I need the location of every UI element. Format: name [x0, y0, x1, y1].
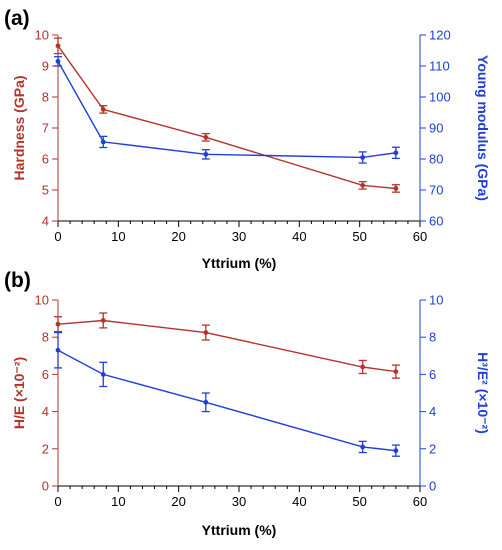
y-left-tick-label: 10: [35, 293, 49, 308]
data-point: [393, 369, 399, 375]
y-right-tick-label: 60: [429, 214, 443, 229]
x-tick-label: 0: [54, 229, 61, 244]
x-tick-label: 20: [171, 494, 185, 509]
series-right-axis: [54, 331, 400, 457]
series-right-axis: [54, 56, 400, 164]
data-point: [360, 182, 366, 188]
data-point: [203, 330, 209, 335]
data-point: [203, 151, 209, 157]
y-right-tick-label: 10: [429, 293, 443, 308]
series-line: [57, 319, 396, 373]
y-left-tick-label: 8: [42, 90, 49, 105]
x-tick-label: 30: [232, 494, 246, 509]
data-point: [100, 139, 106, 145]
x-tick-label: 40: [292, 494, 306, 509]
data-point: [203, 399, 209, 405]
x-tick-label: 20: [171, 229, 185, 244]
x-tick-label: 60: [413, 494, 427, 509]
series-line: [57, 61, 396, 159]
data-point: [55, 347, 61, 353]
y-left-tick-label: 8: [42, 330, 49, 345]
data-point: [55, 321, 61, 327]
x-axis-title: Yttrium (%): [202, 522, 277, 538]
y-left-tick-label: 6: [42, 152, 49, 167]
y-right-tick-label: 90: [429, 121, 443, 136]
data-point: [360, 444, 366, 450]
y-right-tick-label: 8: [429, 330, 436, 345]
y-right-tick-label: 6: [429, 367, 436, 382]
y-right-tick-label: 80: [429, 152, 443, 167]
x-tick-label: 50: [352, 229, 366, 244]
y-right-tick-label: 110: [429, 59, 450, 74]
data-point: [360, 155, 366, 160]
y-right-tick-label: 120: [429, 28, 451, 43]
series-left-axis: [54, 312, 400, 379]
panel-label: (b): [4, 269, 31, 292]
series-line: [57, 45, 396, 190]
y-left-tick-label: 9: [42, 59, 49, 74]
y-right-axis-title: H³/E² (×10⁻²): [475, 352, 491, 434]
y-right-tick-label: 100: [429, 90, 451, 105]
x-axis-title: Yttrium (%): [202, 255, 277, 271]
data-point: [393, 448, 399, 454]
data-point: [100, 372, 106, 377]
y-left-axis-title: Hardness (GPa): [11, 75, 27, 180]
y-left-tick-label: 4: [42, 214, 49, 229]
x-tick-label: 30: [232, 229, 246, 244]
data-point: [203, 134, 209, 140]
y-left-tick-label: 4: [42, 404, 49, 419]
data-point: [100, 107, 106, 112]
y-left-tick-label: 6: [42, 367, 49, 382]
y-right-tick-label: 4: [429, 404, 436, 419]
y-right-tick-label: 70: [429, 183, 443, 198]
y-left-tick-label: 10: [35, 28, 49, 43]
data-point: [55, 43, 61, 49]
y-left-tick-label: 7: [42, 121, 49, 136]
data-point: [100, 318, 106, 323]
panel-label: (a): [4, 7, 30, 30]
data-point: [55, 58, 61, 64]
y-left-tick-label: 0: [42, 479, 49, 494]
data-point: [393, 150, 399, 156]
x-tick-label: 50: [352, 494, 366, 509]
y-left-tick-label: 5: [42, 183, 49, 198]
data-point: [360, 364, 366, 370]
x-tick-label: 60: [413, 229, 427, 244]
series-left-axis: [54, 37, 400, 193]
data-point: [393, 186, 399, 191]
y-right-tick-label: 2: [429, 441, 436, 456]
chart-panel-a: (a) 0 10 20 30 40 50 60 4 5 6 7 8 9 10 60 70 80 90 100 110 12…: [4, 7, 491, 271]
y-right-tick-label: 0: [429, 479, 436, 494]
series-line: [57, 349, 396, 452]
y-right-axis-title: Young modulus (GPa): [475, 55, 491, 201]
x-tick-label: 40: [292, 229, 306, 244]
y-left-tick-label: 2: [42, 441, 49, 456]
x-tick-label: 10: [111, 494, 125, 509]
x-tick-label: 10: [111, 229, 125, 244]
y-left-axis-title: H/E (×10⁻²): [11, 357, 27, 429]
x-tick-label: 0: [54, 494, 61, 509]
